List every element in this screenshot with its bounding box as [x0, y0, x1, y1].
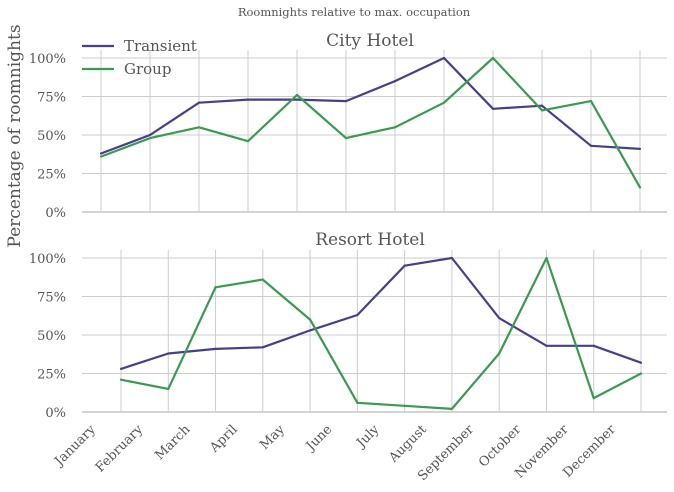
- resort-hotel-panel: 0% 25% 50% 75% 100% Resort Hotel: [29, 230, 667, 421]
- resort-hotel-group-point: [403, 404, 406, 407]
- city-hotel-ytick-label: 25%: [37, 168, 66, 183]
- resort-hotel-transient-point: [592, 344, 595, 347]
- resort-hotel-transient-point: [261, 346, 264, 349]
- resort-hotel-title: Resort Hotel: [315, 230, 425, 250]
- city-hotel-transient-point: [491, 107, 495, 110]
- x-tick-label-march: March: [152, 422, 193, 463]
- resort-hotel-group-point: [119, 378, 123, 381]
- resort-hotel-transient-point: [450, 256, 454, 260]
- city-hotel-group-point: [99, 155, 103, 158]
- city-hotel-transient-point: [148, 133, 152, 137]
- resort-hotel-transient-point: [498, 316, 501, 320]
- resort-hotel-ytick-label: 100%: [29, 252, 66, 267]
- city-hotel-transient-point: [246, 98, 250, 101]
- city-hotel-panel: 0% 25% 50% 75% 100% City Hotel: [29, 31, 667, 221]
- city-hotel-transient-point: [99, 152, 103, 155]
- legend-label-transient: Transient: [124, 37, 197, 55]
- resort-hotel-transient-line: [120, 256, 642, 370]
- city-hotel-group-point: [246, 140, 250, 143]
- x-tick-label-january: January: [51, 422, 100, 471]
- city-hotel-transient-point: [393, 80, 397, 83]
- resort-hotel-transient-point: [356, 313, 359, 317]
- city-hotel-transient-point: [197, 101, 201, 104]
- x-tick-label-april: April: [207, 422, 241, 456]
- resort-hotel-ytick-label: 50%: [37, 329, 66, 344]
- x-tick-label-august: August: [386, 422, 431, 467]
- resort-hotel-transient-point: [545, 344, 548, 347]
- city-hotel-title: City Hotel: [326, 31, 414, 51]
- city-hotel-group-line: [100, 56, 641, 188]
- city-hotel-group-point: [295, 93, 299, 97]
- city-hotel-ytick-label: 100%: [29, 52, 66, 67]
- resort-hotel-group-point: [167, 387, 170, 390]
- resort-hotel-group-point: [639, 372, 643, 375]
- city-hotel-group-point: [442, 101, 446, 104]
- resort-hotel-group-point: [545, 256, 548, 260]
- resort-hotel-transient-point: [639, 361, 643, 364]
- city-hotel-ytick-label: 0%: [45, 206, 66, 221]
- city-hotel-ytick-label: 75%: [37, 91, 66, 106]
- resort-hotel-ytick-label: 0%: [45, 406, 66, 421]
- resort-hotel-group-line: [120, 256, 642, 410]
- resort-hotel-ytick-label: 75%: [37, 291, 66, 306]
- resort-hotel-group-point: [498, 352, 501, 355]
- city-hotel-transient-point: [295, 98, 299, 101]
- resort-hotel-group-point: [214, 286, 217, 289]
- legend: Transient Group: [82, 37, 197, 78]
- city-hotel-transient-point: [442, 56, 446, 60]
- city-hotel-group-point: [148, 136, 152, 140]
- city-hotel-group-point: [491, 56, 495, 60]
- city-hotel-transient-point: [589, 144, 593, 147]
- x-tick-label-february: February: [93, 422, 147, 476]
- resort-hotel-transient-point: [403, 264, 406, 267]
- x-tick-label-june: June: [302, 422, 335, 455]
- y-axis-label: Percentage of roomnights: [5, 24, 25, 247]
- city-hotel-group-point: [540, 109, 544, 112]
- city-hotel-group-point: [197, 126, 201, 129]
- resort-hotel-transient-point: [308, 329, 312, 332]
- x-tick-label-july: July: [353, 422, 383, 452]
- legend-label-group: Group: [124, 60, 171, 78]
- city-hotel-transient-point: [638, 147, 642, 150]
- city-hotel-group-point: [589, 100, 593, 103]
- resort-hotel-group-point: [592, 397, 595, 400]
- resort-hotel-ytick-label: 25%: [37, 368, 66, 383]
- city-hotel-ytick-label: 50%: [37, 129, 66, 144]
- city-hotel-group-point: [638, 186, 642, 189]
- x-tick-label-may: May: [257, 422, 288, 453]
- resort-hotel-transient-point: [167, 352, 170, 355]
- resort-hotel-group-point: [261, 278, 264, 281]
- city-hotel-transient-point: [344, 100, 348, 103]
- resort-hotel-group-point: [450, 407, 454, 411]
- resort-hotel-transient-point: [119, 367, 123, 370]
- city-hotel-transient-point: [540, 104, 544, 107]
- city-hotel-group-point: [344, 136, 348, 140]
- city-hotel-transient-line: [100, 56, 641, 155]
- city-hotel-group-point: [393, 126, 397, 129]
- x-tick-label-october: October: [476, 422, 525, 471]
- resort-hotel-transient-point: [214, 347, 217, 350]
- chart-suptitle: Roomnights relative to max. occupation: [238, 5, 471, 19]
- resort-hotel-group-point: [308, 318, 312, 321]
- resort-hotel-group-point: [356, 401, 359, 404]
